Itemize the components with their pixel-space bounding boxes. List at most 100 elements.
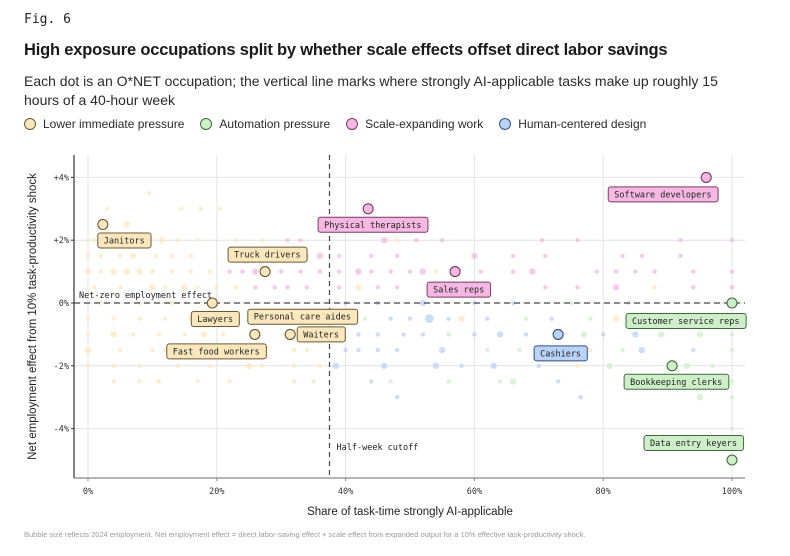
highlighted-point <box>700 171 712 183</box>
background-point <box>336 253 342 259</box>
callout-box <box>643 435 745 451</box>
background-point <box>394 253 400 259</box>
background-point <box>620 347 625 353</box>
axes: 0% 20% 40% 60% 80% 100% +4% +2% 0% -2% -4% <box>54 155 745 497</box>
background-point <box>111 379 116 384</box>
background-point <box>304 347 310 353</box>
callout: Customer service reps <box>625 313 747 329</box>
background-point <box>575 285 580 290</box>
background-point <box>291 363 297 368</box>
background-point <box>169 253 174 259</box>
background-point <box>149 284 156 291</box>
background-point <box>678 238 683 243</box>
footnote: Bubble size reflects 2024 employment. Ne… <box>24 530 586 539</box>
background-point <box>601 332 606 337</box>
callout-box <box>247 308 359 325</box>
callout-box <box>426 281 492 298</box>
background-point <box>130 332 136 337</box>
background-point <box>407 269 413 274</box>
background-point <box>471 252 478 260</box>
callout-label: Janitors <box>104 237 145 247</box>
background-point <box>84 268 92 275</box>
background-point <box>555 379 561 384</box>
background-point <box>105 206 110 211</box>
background-point <box>356 347 361 353</box>
background-point <box>175 238 181 243</box>
background-point <box>691 347 696 353</box>
background-point <box>638 346 646 354</box>
background-point <box>588 316 593 321</box>
background-point <box>568 300 574 306</box>
background-point <box>233 285 239 290</box>
background-point <box>123 221 130 228</box>
background-point <box>311 379 316 384</box>
background-point <box>200 331 208 338</box>
background-point <box>510 300 516 306</box>
background-point <box>419 299 427 307</box>
callout-label: Cashiers <box>540 349 581 359</box>
background-point <box>317 363 323 368</box>
highlighted-point <box>726 297 738 309</box>
background-point <box>240 269 245 274</box>
background-point <box>459 363 464 368</box>
callout-box <box>166 343 267 360</box>
callout-label: Data entry keyers <box>650 439 737 449</box>
background-point <box>536 363 541 368</box>
background-point <box>510 253 516 259</box>
x-tick-label: 40% <box>338 487 353 497</box>
background-point <box>580 331 588 338</box>
highlighted-point <box>97 218 109 231</box>
background-point <box>85 332 91 337</box>
callout-label: Software developers <box>614 190 711 200</box>
background-point <box>657 331 665 338</box>
background-point <box>336 285 342 290</box>
background-point <box>696 331 703 338</box>
legend-label: Scale-expanding work <box>365 117 484 131</box>
background-point <box>446 332 451 337</box>
callout: Janitors <box>97 232 152 249</box>
background-point <box>369 269 374 274</box>
background-point <box>710 363 715 368</box>
callout: Lawyers <box>190 311 240 327</box>
background-point <box>606 362 613 369</box>
background-point <box>111 363 116 368</box>
background-point <box>285 238 290 243</box>
background-point <box>332 362 340 369</box>
highlighted-point <box>449 266 461 278</box>
background-point <box>291 379 297 384</box>
background-point <box>195 285 200 290</box>
background-point <box>485 347 490 353</box>
background-point <box>369 253 374 259</box>
background-point <box>188 269 194 274</box>
background-point <box>98 300 104 306</box>
background-point <box>175 363 181 368</box>
background-point <box>123 268 130 275</box>
background-point <box>549 316 554 321</box>
legend-swatch-scale-icon <box>346 118 359 130</box>
background-point <box>129 252 137 260</box>
background-point <box>298 269 303 274</box>
highlighted-point <box>249 328 261 340</box>
background-point <box>188 253 194 259</box>
background-point <box>543 285 548 290</box>
cutoff-label: Half-week cutoff <box>337 443 419 453</box>
background-point <box>432 362 439 369</box>
background-point <box>198 206 203 211</box>
background-point <box>316 252 324 260</box>
background-point <box>394 347 400 353</box>
background-point <box>496 331 504 338</box>
callout-label: Customer service reps <box>632 317 739 327</box>
background-point <box>575 363 580 368</box>
highlighted-point <box>206 297 218 309</box>
background-point <box>414 238 419 243</box>
background-point <box>85 316 91 321</box>
background-point <box>729 426 735 431</box>
background-point <box>401 332 406 337</box>
reference-lines <box>74 155 745 478</box>
y-axis-title: Net employment effect from 10% task-prod… <box>27 173 39 460</box>
background-point <box>195 379 200 384</box>
background-point <box>156 379 162 384</box>
chart-title: High exposure occupations split by wheth… <box>24 41 668 59</box>
callout-label: Personal care aides <box>254 313 351 323</box>
background-point <box>433 269 438 274</box>
